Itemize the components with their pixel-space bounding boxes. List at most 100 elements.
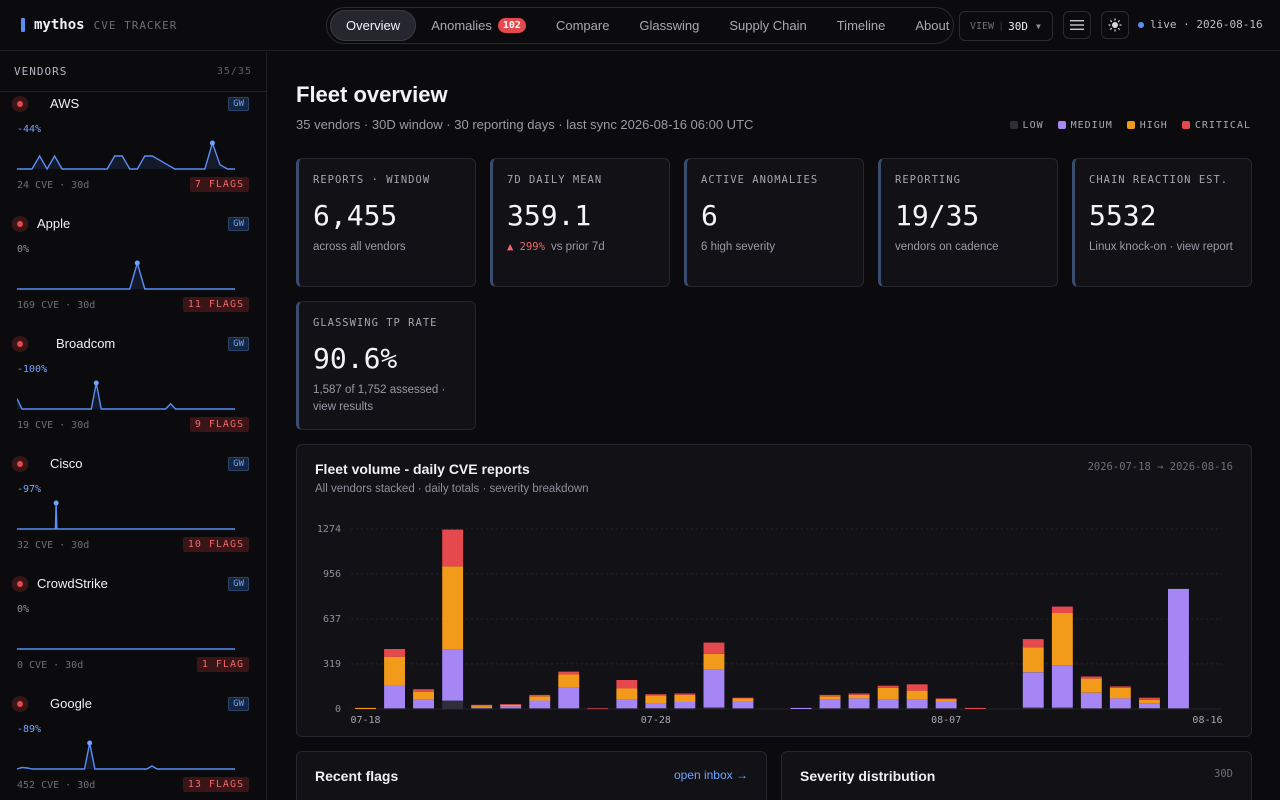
vendor-row[interactable]: AWS GW -44% 24 CVE · 30d 7 FLAGS bbox=[0, 79, 266, 199]
bar-segment-high bbox=[413, 692, 434, 700]
stat-delta: ▲ 299% bbox=[507, 241, 545, 253]
alert-status-icon bbox=[12, 336, 28, 352]
bar-segment-high bbox=[558, 674, 580, 688]
bar-segment-critical bbox=[413, 689, 434, 692]
bar-segment-medium bbox=[645, 703, 667, 709]
bar-segment-medium bbox=[1080, 692, 1102, 709]
bar-segment-low bbox=[384, 708, 405, 710]
bar-segment-medium bbox=[674, 701, 696, 709]
bar-segment-low bbox=[935, 708, 957, 710]
open-inbox-link[interactable]: open inbox → bbox=[673, 768, 748, 782]
theme-toggle-button[interactable] bbox=[1101, 11, 1129, 39]
sparkline-area bbox=[17, 743, 235, 769]
y-tick-label: 637 bbox=[323, 614, 341, 625]
stat-card-anomalies[interactable]: ACTIVE ANOMALIES 6 6 high severity bbox=[684, 158, 864, 287]
tab-supply-chain[interactable]: Supply Chain bbox=[714, 10, 821, 41]
bar-segment-medium bbox=[500, 706, 522, 709]
stat-value: 19/35 bbox=[895, 199, 980, 232]
bar-segment-medium bbox=[529, 700, 551, 709]
bar-segment-medium bbox=[1109, 698, 1131, 709]
bar-segment-medium bbox=[790, 707, 812, 709]
stat-desc: 6 high severity bbox=[701, 241, 776, 253]
panel-title: Severity distribution bbox=[800, 768, 936, 784]
bar-segment-critical bbox=[674, 693, 696, 695]
stat-card-glasswing[interactable]: GLASSWING TP RATE 90.6% 1,587 of 1,752 a… bbox=[296, 301, 476, 430]
view-window-select[interactable]: VIEW | 30D ▼ bbox=[959, 11, 1053, 41]
bar-segment-high bbox=[935, 699, 957, 702]
stat-key: GLASSWING TP RATE bbox=[313, 317, 438, 329]
bar-segment-high bbox=[1051, 612, 1073, 666]
vendor-name: Cisco bbox=[50, 456, 83, 471]
vendor-flags-badge: 13 FLAGS bbox=[182, 777, 249, 792]
legend-item-medium: MEDIUM bbox=[1057, 120, 1113, 131]
vendor-row[interactable]: Google GW -89% 452 CVE · 30d 13 FLAGS bbox=[0, 679, 266, 799]
vendor-flags-badge: 11 FLAGS bbox=[182, 297, 249, 312]
legend-label: HIGH bbox=[1139, 120, 1168, 131]
tab-glasswing[interactable]: Glasswing bbox=[624, 10, 714, 41]
app-subtitle: CVE TRACKER bbox=[93, 18, 178, 32]
bar-segment-high bbox=[645, 695, 667, 704]
menu-button[interactable] bbox=[1063, 11, 1091, 39]
vendor-name: Apple bbox=[37, 216, 71, 231]
bar-segment-high bbox=[848, 694, 870, 699]
stat-card-daily-mean[interactable]: 7D DAILY MEAN 359.1 ▲ 299% vs prior 7d bbox=[490, 158, 670, 287]
stat-card-chain-reaction[interactable]: CHAIN REACTION EST. 5532 Linux knock-on … bbox=[1072, 158, 1252, 287]
bar-segment-critical bbox=[587, 708, 609, 710]
vendor-row[interactable]: Cisco GW -97% 32 CVE · 30d 10 FLAGS bbox=[0, 439, 266, 559]
panel-title: Fleet volume - daily CVE reports bbox=[315, 461, 530, 477]
vendor-cve-count: 0 CVE · 30d bbox=[17, 660, 84, 671]
bar-segment-high bbox=[384, 656, 405, 685]
vendor-row[interactable]: Broadcom GW -100% 19 CVE · 30d 9 FLAGS bbox=[0, 319, 266, 439]
vendor-row[interactable]: CrowdStrike GW 0% 0 CVE · 30d 1 FLAG bbox=[0, 559, 266, 679]
bar-segment-high bbox=[355, 707, 376, 709]
tab-anomalies[interactable]: Anomalies 102 bbox=[416, 10, 541, 41]
vendor-sparkline bbox=[17, 260, 235, 290]
bar-segment-critical bbox=[935, 698, 957, 700]
alert-status-icon bbox=[12, 576, 28, 592]
sparkline-line bbox=[17, 742, 235, 770]
stat-key: 7D DAILY MEAN bbox=[507, 174, 603, 186]
bar-segment-high bbox=[1109, 687, 1131, 699]
tab-compare[interactable]: Compare bbox=[541, 10, 624, 41]
brand[interactable]: mythos CVE TRACKER bbox=[21, 17, 177, 33]
sidebar-header: VENDORS 35/35 bbox=[0, 52, 266, 92]
stat-card-reporting[interactable]: REPORTING 19/35 vendors on cadence bbox=[878, 158, 1058, 287]
vendor-change: -100% bbox=[17, 364, 48, 375]
bar-segment-high bbox=[1080, 678, 1102, 693]
vendor-change: -89% bbox=[17, 724, 42, 735]
tab-about[interactable]: About bbox=[900, 10, 964, 41]
vendor-name: AWS bbox=[50, 96, 80, 111]
bar-segment-critical bbox=[529, 694, 551, 697]
bar-segment-critical bbox=[1051, 606, 1073, 613]
fleet-volume-chart: 0 319 637 956 1274 07-18 07-28 08-07 08-16 bbox=[317, 524, 1223, 726]
live-status-text: live · 2026-08-16 bbox=[1150, 18, 1263, 31]
main-nav: Overview Anomalies 102 Compare Glasswing … bbox=[326, 7, 954, 44]
bar-segment-high bbox=[906, 690, 928, 700]
legend-label: CRITICAL bbox=[1194, 120, 1251, 131]
bar-segment-critical bbox=[964, 707, 986, 709]
glasswing-badge: GW bbox=[228, 97, 249, 111]
bar-segment-high bbox=[674, 694, 696, 702]
vendor-row[interactable]: Apple GW 0% 169 CVE · 30d 11 FLAGS bbox=[0, 199, 266, 319]
tab-label: Supply Chain bbox=[729, 18, 807, 33]
stat-key: REPORTING bbox=[895, 174, 961, 186]
bar-segment-critical bbox=[1022, 639, 1044, 648]
bar-segment-high bbox=[471, 705, 493, 707]
vendor-sparkline bbox=[17, 140, 235, 171]
tab-overview[interactable]: Overview bbox=[330, 10, 417, 41]
bar-segment-low bbox=[1168, 708, 1189, 710]
glasswing-badge: GW bbox=[228, 457, 249, 471]
bar-segment-low bbox=[732, 708, 754, 710]
tab-timeline[interactable]: Timeline bbox=[822, 10, 901, 41]
tab-label: Compare bbox=[555, 18, 610, 33]
legend-label: LOW bbox=[1022, 120, 1044, 131]
stat-key: ACTIVE ANOMALIES bbox=[701, 174, 819, 186]
sun-icon bbox=[1108, 18, 1122, 32]
live-indicator-icon bbox=[1138, 21, 1144, 28]
x-tick-label: 07-28 bbox=[641, 715, 671, 726]
bar-segment-critical bbox=[645, 694, 667, 696]
bar-segment-critical bbox=[442, 529, 464, 567]
bar-segment-critical bbox=[384, 649, 405, 657]
vendor-change: 0% bbox=[17, 244, 30, 255]
stat-card-reports[interactable]: REPORTS · WINDOW 6,455 across all vendor… bbox=[296, 158, 476, 287]
